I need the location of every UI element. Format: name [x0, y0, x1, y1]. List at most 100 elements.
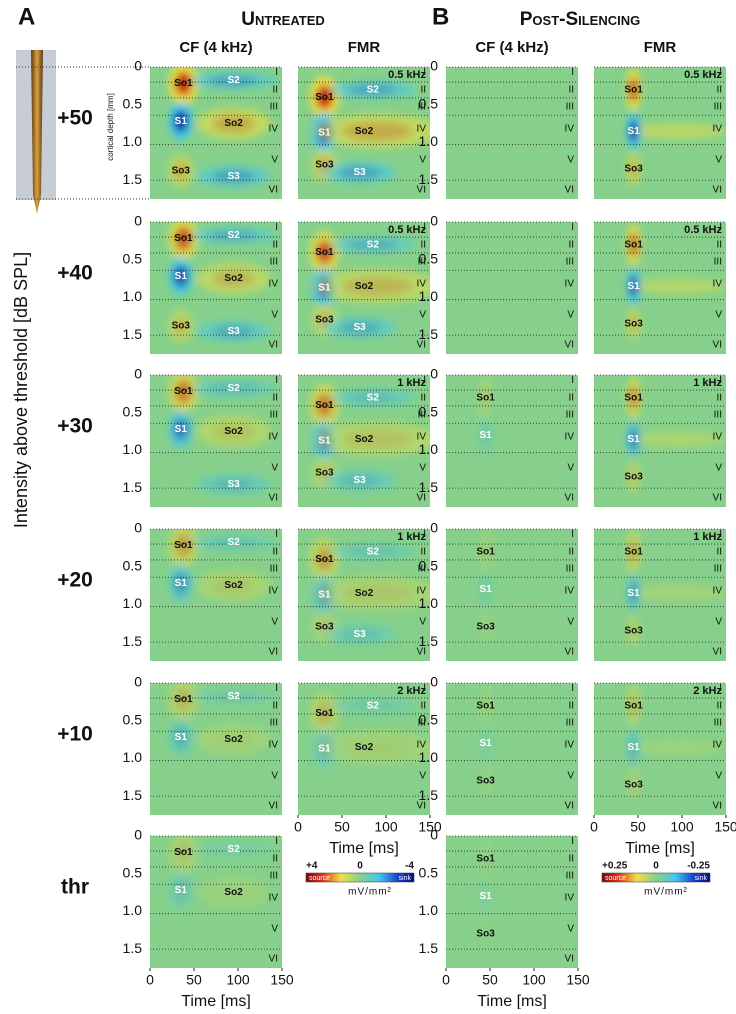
component-label: S2 [227, 537, 240, 548]
layer-label: VI [269, 185, 278, 196]
layer-label: II [568, 853, 574, 864]
component-label: S2 [227, 75, 240, 86]
layer-label: IV [713, 431, 723, 442]
layer-label: V [715, 616, 722, 627]
time-tick-label: 50 [186, 972, 202, 988]
layer-label: II [272, 239, 278, 250]
component-label: S2 [227, 383, 240, 394]
row-label: +40 [57, 262, 93, 285]
heatmap [168, 222, 277, 342]
blob [173, 726, 188, 749]
component-label: So3 [624, 779, 643, 790]
time-axis-label: Time [ms] [329, 840, 399, 857]
layer-label: IV [565, 123, 575, 134]
column-title: FMR [348, 39, 381, 56]
layer-label: I [275, 375, 278, 386]
time-axis-label: Time [ms] [477, 993, 547, 1009]
depth-tick-label: 0 [430, 366, 438, 382]
layer-label: II [568, 700, 574, 711]
layer-label: IV [565, 278, 575, 289]
blob [478, 530, 493, 573]
component-label: S3 [353, 322, 366, 333]
blob [342, 429, 413, 449]
depth-tick-label: 1.5 [123, 326, 143, 342]
blob [212, 422, 255, 441]
component-label: S1 [479, 891, 492, 902]
layer-label: VI [565, 647, 574, 658]
component-label: S2 [367, 546, 380, 557]
frequency-label: 0.5 kHz [388, 224, 426, 236]
component-label: So3 [624, 318, 643, 329]
layer-label: VI [269, 801, 278, 812]
layer-label: III [418, 102, 426, 113]
heatmap [168, 683, 277, 757]
depth-tick-label: 0.5 [419, 403, 439, 419]
component-label: S1 [175, 732, 188, 743]
column-title: CF (4 kHz) [475, 39, 548, 56]
depth-tick-label: 0.5 [419, 95, 439, 111]
component-label: S3 [353, 629, 366, 640]
component-label: So3 [172, 166, 191, 177]
component-label: So1 [174, 694, 193, 705]
blob [478, 724, 493, 763]
blob [173, 110, 188, 133]
component-label: S1 [175, 578, 188, 589]
component-label: So1 [624, 700, 643, 711]
layer-label: V [271, 923, 278, 934]
column-title: CF (4 kHz) [179, 39, 252, 56]
blob [481, 424, 490, 447]
layer-label: I [571, 67, 574, 78]
row-label: +10 [57, 723, 93, 746]
blob [212, 730, 255, 749]
blob [208, 383, 259, 394]
row-label: thr [61, 876, 89, 899]
layer-label: VI [417, 801, 426, 812]
heatmap [168, 375, 277, 495]
layer-label: VI [565, 954, 574, 965]
depth-tick-label: 0 [134, 827, 142, 843]
blob [342, 737, 413, 757]
time-tick-label: 0 [590, 819, 598, 835]
component-label: S3 [353, 475, 366, 486]
blob [629, 621, 638, 640]
heatmap [626, 684, 726, 801]
component-label: So1 [315, 92, 334, 103]
layer-label: III [566, 718, 574, 729]
colorbar [305, 872, 415, 883]
blobs [626, 68, 726, 185]
component-label: S1 [175, 885, 188, 896]
component-label: S2 [227, 844, 240, 855]
heatmap [626, 223, 726, 340]
layer-label: I [275, 683, 278, 694]
component-label: S1 [479, 430, 492, 441]
blob [212, 170, 255, 183]
depth-tick-label: 0.5 [123, 250, 143, 266]
layer-label: V [419, 309, 426, 320]
layer-label: V [271, 462, 278, 473]
heatmap [626, 68, 726, 185]
layer-label: I [571, 375, 574, 386]
blob [478, 611, 493, 643]
component-label: So1 [476, 392, 495, 403]
blobs [309, 231, 430, 339]
blobs [309, 76, 430, 184]
blob [629, 232, 638, 257]
component-label: So1 [315, 554, 334, 565]
blob [478, 684, 493, 727]
panel-background [446, 683, 578, 815]
layer-label: VI [713, 493, 722, 504]
frequency-label: 1 kHz [397, 531, 426, 543]
blob [208, 537, 259, 548]
layer-label: II [272, 392, 278, 403]
blob [315, 85, 333, 110]
layer-label: VI [269, 647, 278, 658]
depth-tick-label: 1.5 [419, 326, 439, 342]
time-tick-label: 150 [566, 972, 590, 988]
component-label: So3 [172, 321, 191, 332]
